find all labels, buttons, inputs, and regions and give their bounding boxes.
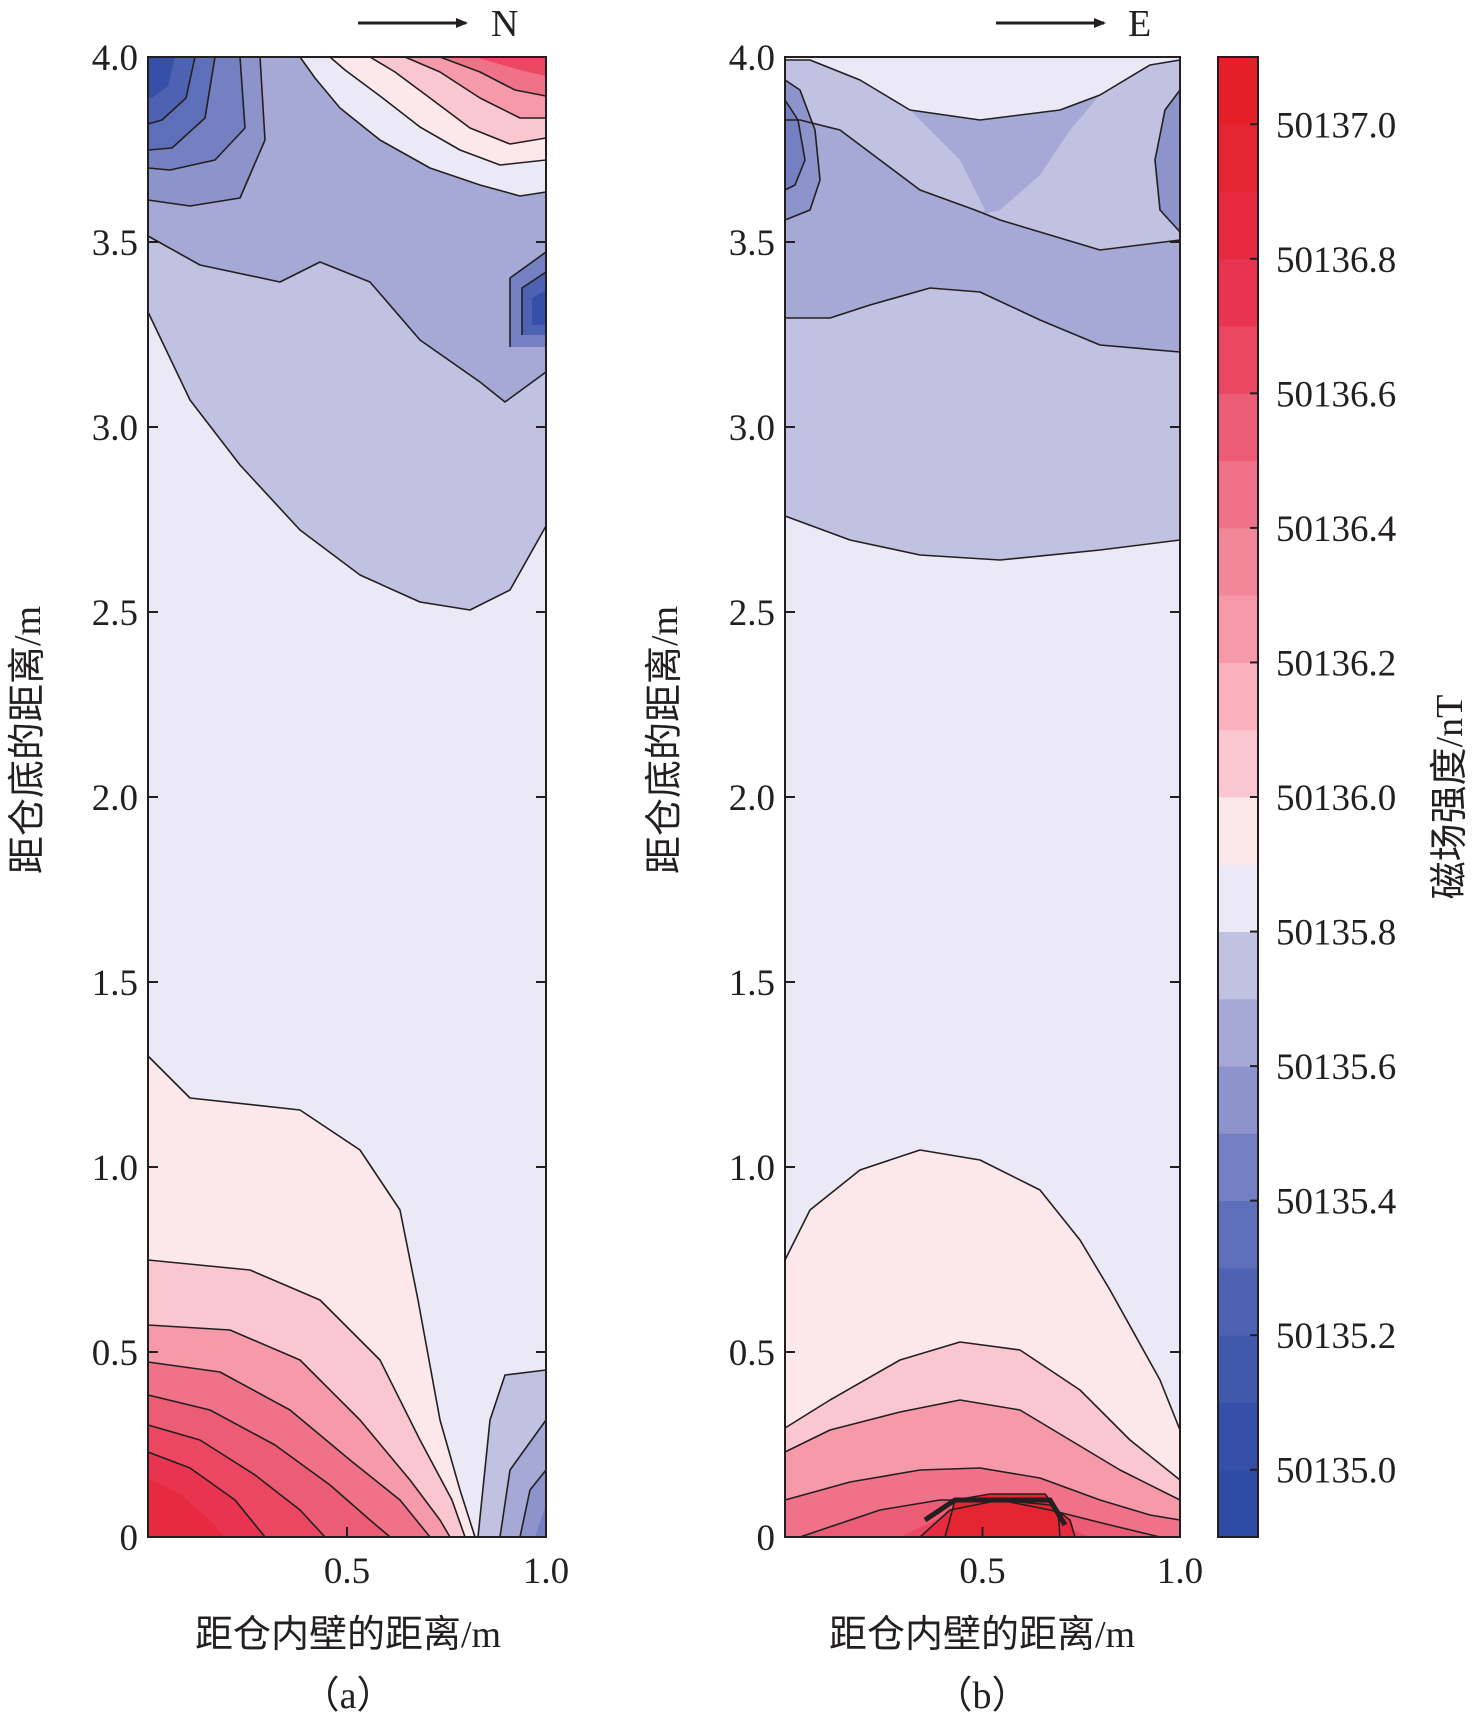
y-tick-label: 2.0 <box>92 778 138 819</box>
panel-b-direction-label: E <box>1128 3 1151 45</box>
colorbar-swatch <box>1218 57 1258 125</box>
y-tick-label: 1.5 <box>729 963 775 1004</box>
colorbar-swatch <box>1218 460 1258 529</box>
colorbar-swatch <box>1218 258 1258 327</box>
y-tick-label: 3.5 <box>92 223 138 264</box>
y-tick-label: 0.5 <box>92 1333 138 1374</box>
panel-b-y-ticks: 0 0.5 1.0 1.5 2.0 2.5 3.0 3.5 4.0 <box>729 38 1180 1559</box>
colorbar-tick-label: 50135.6 <box>1276 1047 1396 1088</box>
colorbar-swatch <box>1218 1133 1258 1202</box>
y-tick-label: 1.0 <box>729 1148 775 1189</box>
colorbar-swatch <box>1218 191 1258 260</box>
colorbar-tick-label: 50135.2 <box>1276 1316 1396 1357</box>
colorbar-label: 磁场强度/nT <box>1429 695 1471 900</box>
panel-a-y-axis-label: 距仓底的距离/m <box>7 606 49 874</box>
colorbar-ticks: 50137.0 50136.8 50136.6 50136.4 50136.2 50136… <box>1250 105 1396 1492</box>
y-tick-label: 2.0 <box>729 778 775 819</box>
y-tick-label: 2.5 <box>92 593 138 634</box>
y-tick-label: 3.0 <box>92 408 138 449</box>
colorbar-swatch <box>1218 662 1258 731</box>
colorbar-swatch <box>1218 1335 1258 1403</box>
y-tick-label: 1.0 <box>92 1148 138 1189</box>
panel-b-x-axis-label: 距仓内壁的距离/m <box>829 1614 1135 1656</box>
colorbar-swatch <box>1218 1066 1258 1134</box>
colorbar-swatch <box>1218 797 1258 865</box>
panel-b-y-axis-label: 距仓底的距离/m <box>644 606 686 874</box>
y-tick-label: 4.0 <box>92 38 138 79</box>
y-tick-label: 3.0 <box>729 408 775 449</box>
panel-b-caption: （b） <box>934 1675 1029 1717</box>
x-tick-label: 0.5 <box>959 1551 1005 1592</box>
y-tick-label: 0.5 <box>729 1333 775 1374</box>
panel-a-y-ticks: 0 0.5 1.0 1.5 2.0 2.5 3.0 3.5 4.0 <box>92 38 546 1559</box>
colorbar-swatch <box>1218 1267 1258 1336</box>
x-tick-label: 1.0 <box>523 1551 569 1592</box>
colorbar-tick-label: 50136.4 <box>1276 509 1396 550</box>
colorbar-tick-label: 50137.0 <box>1276 105 1396 146</box>
panel-a-caption: （a） <box>302 1675 395 1717</box>
y-tick-label: 0 <box>757 1518 776 1559</box>
x-tick-label: 1.0 <box>1157 1551 1203 1592</box>
y-tick-label: 2.5 <box>729 593 775 634</box>
colorbar-tick-label: 50136.6 <box>1276 374 1396 415</box>
colorbar-swatch <box>1218 729 1258 798</box>
colorbar-tick-label: 50136.2 <box>1276 643 1396 684</box>
panel-b-isolines <box>784 59 1181 1538</box>
panel-b-x-ticks: 0.5 1.0 <box>959 1527 1203 1592</box>
y-tick-label: 3.5 <box>729 223 775 264</box>
panel-a-isolines <box>147 56 547 1538</box>
colorbar-swatch <box>1218 393 1258 462</box>
colorbar: 50137.0 50136.8 50136.6 50136.4 50136.2 50136… <box>1217 56 1471 1538</box>
colorbar-swatch <box>1218 998 1258 1067</box>
y-tick-label: 4.0 <box>729 38 775 79</box>
colorbar-swatch <box>1218 326 1258 394</box>
colorbar-swatch <box>1218 1402 1258 1471</box>
panel-b-fills <box>785 57 1180 1537</box>
panel-b: 0 0.5 1.0 1.5 2.0 2.5 3.0 3.5 4.0 0.5 1.0 E 距仓内壁的… <box>644 3 1203 1717</box>
y-tick-label: 1.5 <box>92 963 138 1004</box>
colorbar-swatch <box>1218 1469 1258 1538</box>
panel-a-fills <box>148 57 546 1537</box>
y-tick-label: 0 <box>120 1518 139 1559</box>
colorbar-tick-label: 50135.4 <box>1276 1182 1396 1223</box>
panel-a-x-ticks: 0.5 1.0 <box>324 1527 569 1592</box>
colorbar-tick-label: 50136.8 <box>1276 240 1396 281</box>
panel-a-x-axis-label: 距仓内壁的距离/m <box>195 1614 501 1656</box>
x-tick-label: 0.5 <box>324 1551 370 1592</box>
panel-a: 0 0.5 1.0 1.5 2.0 2.5 3.0 3.5 4.0 0.5 1.0 N 距仓内壁的… <box>7 3 569 1717</box>
colorbar-swatches <box>1218 57 1258 1538</box>
colorbar-tick-label: 50136.0 <box>1276 778 1396 819</box>
colorbar-swatch <box>1218 527 1258 596</box>
colorbar-swatch <box>1218 124 1258 193</box>
colorbar-swatch <box>1218 931 1258 1000</box>
panel-a-direction-label: N <box>491 3 518 45</box>
colorbar-swatch <box>1218 1200 1258 1269</box>
colorbar-tick-label: 50135.0 <box>1276 1451 1396 1492</box>
colorbar-swatch <box>1218 864 1258 933</box>
colorbar-swatch <box>1218 595 1258 663</box>
colorbar-tick-label: 50135.8 <box>1276 913 1396 954</box>
